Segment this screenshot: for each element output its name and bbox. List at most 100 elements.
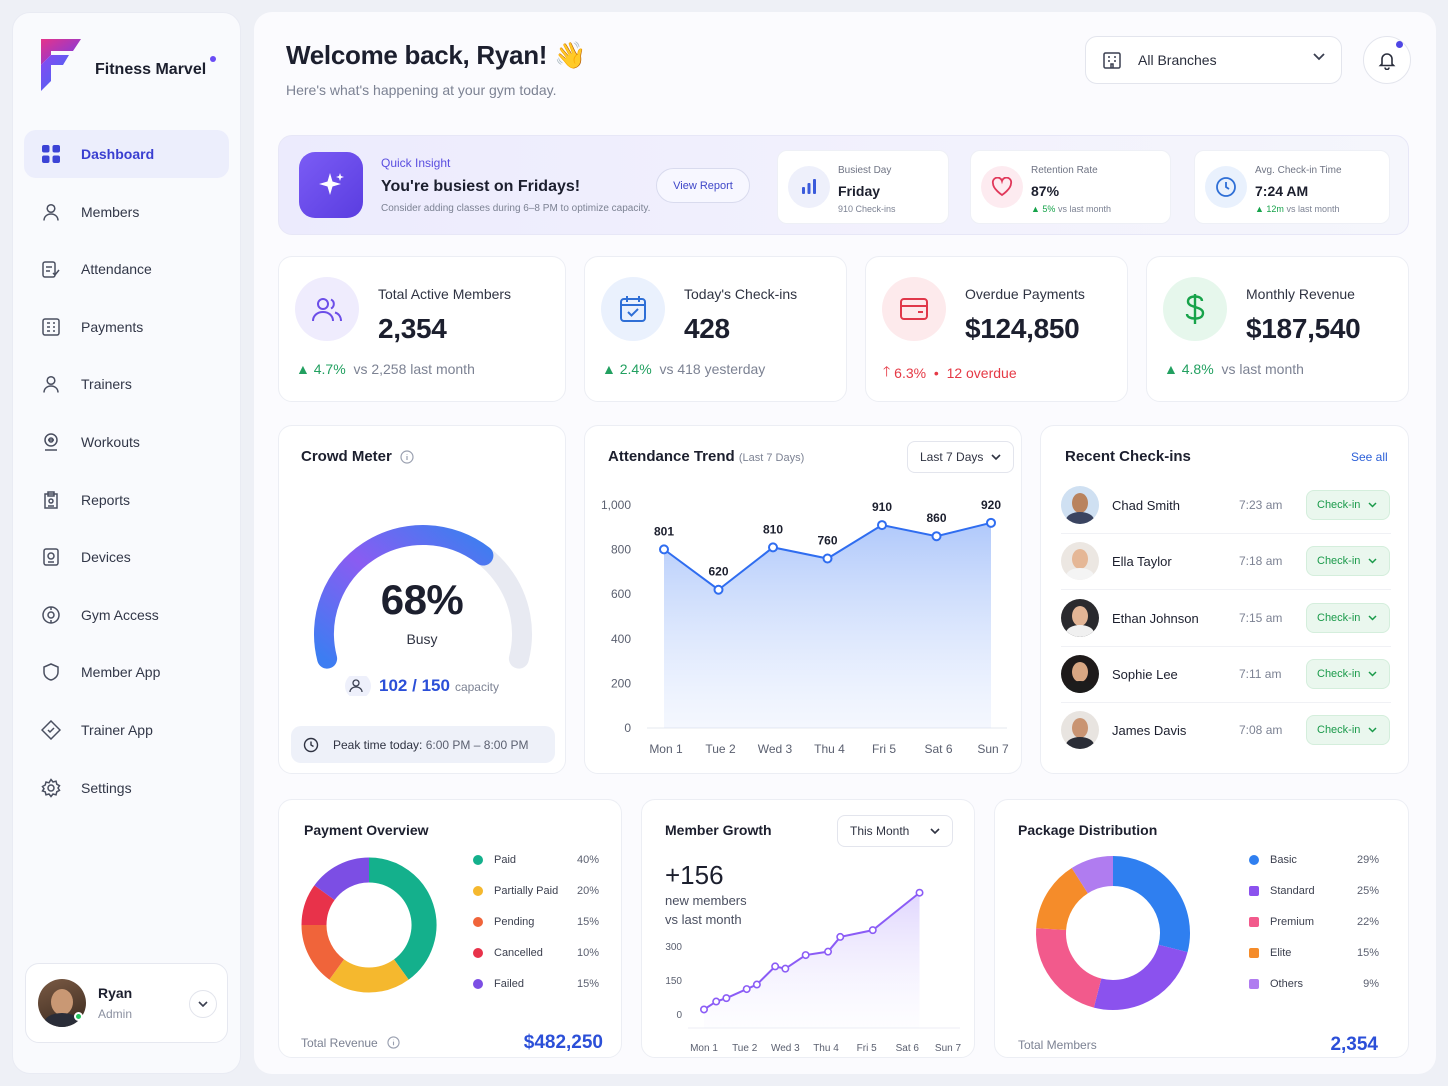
sidebar-item-label: Settings	[81, 779, 132, 796]
attendance-data-label: 920	[981, 498, 1001, 512]
gauge-fill	[314, 525, 494, 669]
growth-line2: vs last month	[665, 912, 742, 927]
busiest-day-label: Busiest Day	[838, 165, 892, 176]
legend-item: Pending 15%	[473, 906, 599, 937]
view-report-button[interactable]: View Report	[656, 168, 750, 203]
avatar	[1061, 486, 1099, 524]
checkin-time-delta-value: 12m	[1266, 204, 1284, 214]
sidebar-item-attendance[interactable]: Attendance	[24, 245, 229, 293]
checkin-row[interactable]: James Davis 7:08 am Check-in	[1061, 708, 1391, 752]
growth-range-value: This Month	[850, 824, 910, 838]
sidebar-item-gym-access[interactable]: Gym Access	[24, 591, 229, 639]
total-revenue-label: Total Revenue	[301, 1036, 400, 1050]
legend-pct: 15%	[1356, 946, 1379, 959]
legend-dot	[1249, 885, 1259, 896]
info-icon[interactable]	[387, 1036, 400, 1049]
checkin-time: 7:15 am	[1239, 611, 1283, 625]
sidebar-item-reports[interactable]: Reports	[24, 476, 229, 524]
checkin-name: Chad Smith	[1112, 497, 1180, 513]
growth-area	[704, 892, 920, 1028]
checkin-status-select[interactable]: Check-in	[1306, 715, 1390, 745]
growth-range-select[interactable]: This Month	[837, 815, 953, 847]
payment-legend: Paid 40% Partially Paid 20% Pending 15% Can…	[473, 844, 599, 999]
legend-dot	[473, 916, 483, 927]
retention-value: 87%	[1031, 183, 1060, 199]
y-tick-label: 400	[611, 632, 631, 646]
sidebar-item-trainers[interactable]: Trainers	[24, 360, 229, 408]
stat-delta: ▲ 4.8% vs last month	[1164, 361, 1304, 377]
checkin-status-select[interactable]: Check-in	[1306, 603, 1390, 633]
crowd-capacity: 102 / 150 capacity	[279, 676, 565, 696]
checkin-status: Check-in	[1317, 555, 1361, 567]
building-icon	[1103, 52, 1121, 69]
busiest-day-sub: 910 Check-ins	[838, 204, 896, 214]
legend-label: Standard	[1270, 884, 1315, 897]
notifications-button[interactable]	[1363, 36, 1411, 84]
sidebar-item-devices[interactable]: Devices	[24, 533, 229, 581]
user-profile-card[interactable]: Ryan Admin	[25, 963, 228, 1043]
crowd-max: 150	[421, 676, 450, 695]
x-tick-label: Fri 5	[872, 742, 896, 756]
sidebar-item-dashboard[interactable]: Dashboard	[24, 130, 229, 178]
branch-select[interactable]: All Branches	[1085, 36, 1342, 84]
checkin-row[interactable]: Sophie Lee 7:11 am Check-in	[1061, 652, 1391, 696]
crowd-percent: 68%	[380, 576, 464, 623]
trainer-app-icon	[40, 719, 62, 741]
divider	[1061, 702, 1391, 703]
stat-delta-value: 6.3%	[894, 365, 927, 381]
attendance-data-label: 760	[817, 534, 837, 548]
growth-point	[722, 994, 731, 1003]
checkin-time: 7:11 am	[1239, 667, 1282, 681]
x-tick-label: Thu 4	[813, 1043, 839, 1054]
branch-select-value: All Branches	[1138, 52, 1217, 68]
sidebar-item-payments[interactable]: Payments	[24, 303, 229, 351]
attendance-point	[877, 520, 887, 531]
checkin-status-select[interactable]: Check-in	[1306, 659, 1390, 689]
stat-value: $124,850	[965, 313, 1080, 344]
reports-icon	[40, 489, 62, 511]
attendance-range-value: Last 7 Days	[920, 450, 984, 464]
sidebar-item-workouts[interactable]: Workouts	[24, 418, 229, 466]
busiest-day-card: Busiest Day Friday 910 Check-ins	[777, 150, 949, 224]
stat-delta-value: 4.8%	[1181, 361, 1214, 377]
info-icon[interactable]	[400, 450, 414, 464]
sidebar-item-label: Dashboard	[81, 146, 155, 162]
peak-label: Peak time today:	[333, 737, 423, 752]
user-name: Ryan	[98, 985, 133, 1001]
x-tick-label: Tue 2	[705, 742, 736, 756]
stat-card-overdue: Overdue Payments $124,850 🡑 6.3% • 12 ov…	[865, 256, 1128, 402]
attendance-title: Attendance Trend	[608, 448, 735, 465]
sidebar-item-trainer-app[interactable]: Trainer App	[24, 706, 229, 754]
stat-delta-value: 4.7%	[313, 361, 346, 377]
x-tick-label: Sun 7	[935, 1043, 962, 1054]
y-tick-label: 600	[611, 587, 631, 601]
x-tick-label: Sat 6	[896, 1043, 920, 1054]
total-revenue-value: $482,250	[523, 1032, 603, 1053]
stat-label: Total Active Members	[378, 286, 512, 302]
arrow-up-icon: ▲	[1255, 204, 1267, 214]
sidebar-item-label: Members	[81, 203, 140, 220]
sidebar-item-settings[interactable]: Settings	[24, 764, 229, 812]
arrow-up-icon: ▲	[1164, 361, 1182, 377]
legend-pct: 10%	[576, 946, 599, 959]
checkin-status-select[interactable]: Check-in	[1306, 490, 1390, 520]
checkin-row[interactable]: Chad Smith 7:23 am Check-in	[1061, 483, 1391, 527]
stat-delta-value: 2.4%	[619, 361, 652, 377]
checkin-row[interactable]: Ella Taylor 7:18 am Check-in	[1061, 539, 1391, 583]
checkin-name: Ella Taylor	[1112, 553, 1172, 569]
attendance-data-label: 620	[708, 565, 728, 579]
sidebar-item-members[interactable]: Members	[24, 188, 229, 236]
sidebar-item-member-app[interactable]: Member App	[24, 648, 229, 696]
attendance-range-select[interactable]: Last 7 Days	[907, 441, 1014, 473]
checkin-row[interactable]: Ethan Johnson 7:15 am Check-in	[1061, 596, 1391, 640]
checkin-time-delta-sub: vs last month	[1286, 204, 1340, 214]
checkin-status-select[interactable]: Check-in	[1306, 546, 1390, 576]
sidebar-item-label: Trainers	[81, 376, 132, 393]
chevron-down-icon	[1368, 671, 1377, 677]
legend-label: Cancelled	[494, 946, 543, 959]
brand-logo[interactable]: Fitness Marvel	[37, 35, 217, 91]
stat-label: Overdue Payments	[965, 286, 1085, 302]
see-all-link[interactable]: See all	[1351, 450, 1388, 464]
stat-card-members: Total Active Members 2,354 ▲ 4.7% vs 2,2…	[278, 256, 566, 402]
user-menu-button[interactable]	[189, 990, 217, 1018]
